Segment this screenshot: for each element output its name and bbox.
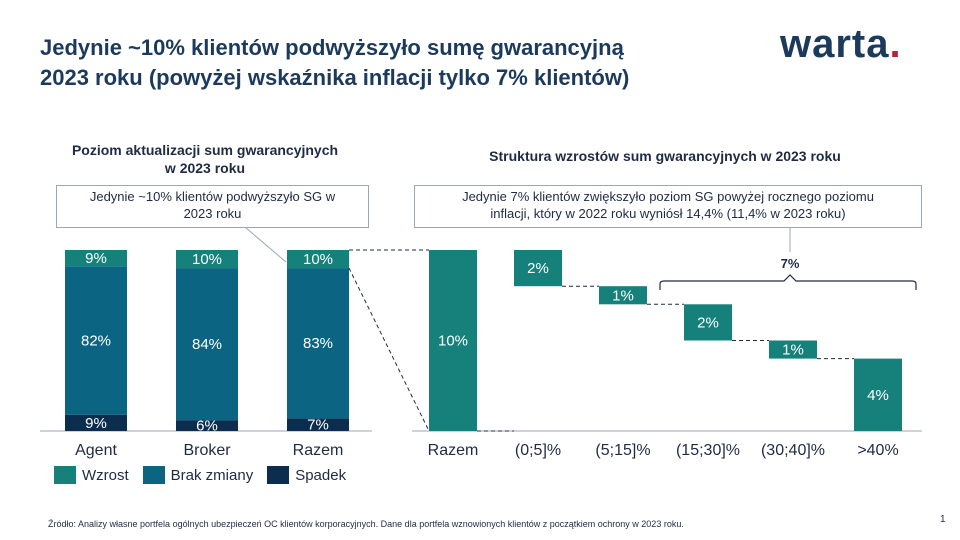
right-callout-line-1: Jedynie 7% klientów zwiększyło poziom SG… xyxy=(462,189,874,204)
left-callout: Jedynie ~10% klientów podwyższyło SG w 2… xyxy=(56,185,369,228)
waterfall-bar-30-40 xyxy=(769,340,817,359)
left-subtitle-line-1: Poziom aktualizacji sum gwarancyjnych xyxy=(71,142,339,158)
warta-logo: warta. xyxy=(780,22,902,67)
legend-item-spadek: Spadek xyxy=(267,466,346,484)
data-label-spadek-broker: 6% xyxy=(196,418,218,435)
title-line-1: Jedynie ~10% klientów podwyższyło sumę g… xyxy=(40,35,624,60)
left-subtitle-line-2: w 2023 roku xyxy=(164,160,246,176)
waterfall-x-tick-label-razem: Razem xyxy=(428,442,479,459)
legend-swatch-wzrost xyxy=(54,466,76,484)
page-title: Jedynie ~10% klientów podwyższyło sumę g… xyxy=(40,33,760,93)
bar-wzrost-razem xyxy=(287,250,349,269)
bar-brak-zmiany-agent xyxy=(65,266,127,415)
legend-item-brak-zmiany: Brak zmiany xyxy=(142,466,254,484)
legend-label-brak-zmiany: Brak zmiany xyxy=(170,466,254,484)
waterfall-bar-15-30 xyxy=(684,304,732,341)
legend-swatch-brak-zmiany xyxy=(142,466,165,484)
left-chart-subtitle: Poziom aktualizacji sum gwarancyjnych w … xyxy=(40,141,370,177)
data-label-wzrost-agent: 9% xyxy=(85,250,107,267)
data-label-brak-zmiany-agent: 82% xyxy=(81,333,111,350)
logo-dot: . xyxy=(889,22,902,66)
waterfall-x-tick-label-40: >40% xyxy=(857,442,898,459)
left-callout-pointer xyxy=(245,227,287,263)
data-label-wzrost-broker: 10% xyxy=(192,251,222,268)
data-label-brak-zmiany-broker: 84% xyxy=(192,336,222,353)
waterfall-x-tick-label-5-15: (5;15]% xyxy=(595,442,650,459)
bar-wzrost-broker xyxy=(176,250,238,269)
waterfall-bar-0-5 xyxy=(514,250,562,287)
x-tick-label-agent: Agent xyxy=(75,442,117,459)
legend-item-wzrost: Wzrost xyxy=(54,466,129,484)
left-callout-line-1: Jedynie ~10% klientów podwyższyło SG w xyxy=(89,189,336,204)
waterfall-data-label-30-40: 1% xyxy=(782,342,804,359)
bar-spadek-agent xyxy=(65,414,127,431)
bar-spadek-broker xyxy=(176,420,238,431)
waterfall-x-tick-label-0-5: (0;5]% xyxy=(515,442,561,459)
legend-label-wzrost: Wzrost xyxy=(82,466,129,484)
left-callout-line-2: 2023 roku xyxy=(183,206,242,221)
waterfall-bar-razem xyxy=(429,250,477,431)
bracket-label: 7% xyxy=(781,256,800,271)
zoom-connector-bottom xyxy=(348,267,430,432)
waterfall-data-label-5-15: 1% xyxy=(612,287,634,304)
bar-spadek-razem xyxy=(287,418,349,431)
waterfall-x-tick-label-30-40: (30;40]% xyxy=(761,442,825,459)
data-label-spadek-agent: 9% xyxy=(85,415,107,432)
right-chart-subtitle: Struktura wzrostów sum gwarancyjnych w 2… xyxy=(489,148,841,164)
data-label-wzrost-razem: 10% xyxy=(303,251,333,268)
source-note: Źródło: Analizy własne portfela ogólnych… xyxy=(48,519,684,529)
x-tick-label-broker: Broker xyxy=(183,442,231,459)
waterfall-data-label-razem: 10% xyxy=(438,333,468,350)
page-number: 1 xyxy=(940,514,946,525)
legend-swatch-spadek xyxy=(267,466,290,484)
right-callout: Jedynie 7% klientów zwiększyło poziom SG… xyxy=(414,185,922,228)
bar-brak-zmiany-broker xyxy=(176,268,238,421)
waterfall-data-label-40: 4% xyxy=(867,387,889,404)
waterfall-x-tick-label-15-30: (15;30]% xyxy=(676,442,740,459)
legend-label-spadek: Spadek xyxy=(295,466,347,484)
logo-text: warta xyxy=(780,22,890,66)
waterfall-data-label-15-30: 2% xyxy=(697,314,719,331)
data-label-spadek-razem: 7% xyxy=(307,417,329,434)
bar-brak-zmiany-razem xyxy=(287,268,349,419)
x-tick-label-razem: Razem xyxy=(293,442,344,459)
title-line-2: 2023 roku (powyżej wskaźnika inflacji ty… xyxy=(40,65,630,90)
legend: Wzrost Brak zmiany Spadek xyxy=(54,466,346,484)
right-callout-line-2: inflacji, który w 2022 roku wyniósł 14,4… xyxy=(490,206,846,221)
bar-wzrost-agent xyxy=(65,250,127,267)
waterfall-data-label-0-5: 2% xyxy=(527,260,549,277)
waterfall-bar-5-15 xyxy=(599,286,647,305)
data-label-brak-zmiany-razem: 83% xyxy=(303,335,333,352)
waterfall-bar-40 xyxy=(854,358,902,431)
bracket-7-percent xyxy=(659,274,917,290)
